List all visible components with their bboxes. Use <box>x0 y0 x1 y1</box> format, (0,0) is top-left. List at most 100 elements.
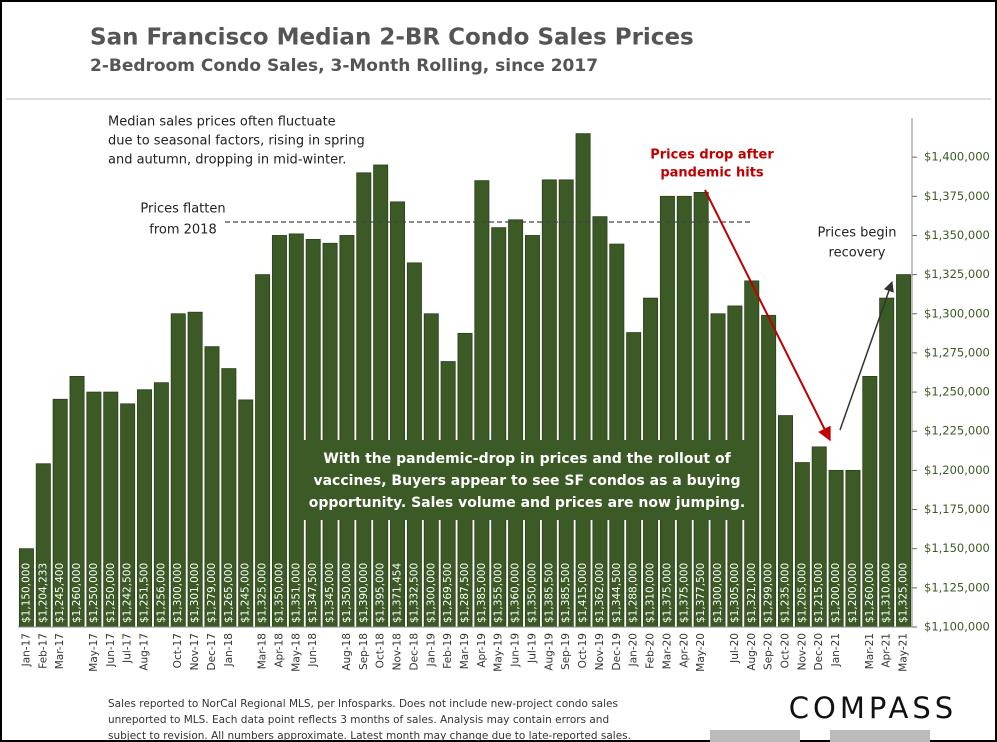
x-tick-label: Dec-18 <box>408 633 420 670</box>
value-label: $1,287,500 <box>459 563 471 623</box>
x-tick-label: Nov-19 <box>594 633 606 670</box>
value-label: $1,305,000 <box>729 563 741 623</box>
y-tick-label: $1,250,000 <box>924 385 990 399</box>
plot: $1,100,000 $1,125,000 $1,150,000 $1,175,000… <box>18 118 990 672</box>
divider <box>6 98 991 100</box>
y-tick-label: $1,225,000 <box>924 424 990 438</box>
value-label: $1,332,500 <box>408 563 420 623</box>
value-label: $1,245,400 <box>54 563 66 623</box>
value-label: $1,325,000 <box>257 563 269 623</box>
x-tick-label: May-17 <box>88 633 100 672</box>
y-tick-label: $1,150,000 <box>924 541 990 555</box>
x-tick-label: Sep-19 <box>560 633 572 670</box>
value-label: $1,347,500 <box>307 563 319 623</box>
value-label: $1,395,000 <box>375 563 387 623</box>
y-tick-label: $1,400,000 <box>924 150 990 164</box>
value-label: $1,375,000 <box>661 563 673 623</box>
x-tick-label: Jul-20 <box>729 633 741 664</box>
footer-bar <box>830 730 930 742</box>
x-tick-label: Aug-20 <box>746 633 758 671</box>
x-tick-label: Dec-19 <box>611 633 623 670</box>
x-tick-label: Jan-21 <box>830 633 842 667</box>
value-label: $1,300,000 <box>172 563 184 623</box>
x-tick-label: Jul-17 <box>122 633 134 664</box>
flatten-label: from 2018 <box>149 223 216 238</box>
note: and autumn, dropping in mid-winter. <box>108 153 346 168</box>
box-text: With the pandemic-drop in prices and the… <box>323 451 731 467</box>
box-text: vaccines, Buyers appear to see SF condos… <box>313 473 740 489</box>
value-label: $1,350,000 <box>273 563 285 623</box>
x-tick-label: Sep-20 <box>763 633 775 670</box>
note: due to seasonal factors, rising in sprin… <box>108 134 365 149</box>
value-label: $1,362,000 <box>594 563 606 623</box>
bar <box>356 172 372 628</box>
flatten-label: Prices flatten <box>140 202 225 217</box>
recovery-label: recovery <box>829 246 886 261</box>
chart-subtitle: 2-Bedroom Condo Sales, 3-Month Rolling, … <box>90 56 598 76</box>
value-label: $1,385,500 <box>543 563 555 623</box>
bar <box>541 179 557 628</box>
source: unreported to MLS. Each data point refle… <box>108 714 609 726</box>
value-label: $1,200,000 <box>847 563 859 623</box>
note: Median sales prices often fluctuate <box>108 115 336 130</box>
bar <box>693 191 709 628</box>
chart-title: San Francisco Median 2-BR Condo Sales Pr… <box>90 25 694 51</box>
drop-arrow <box>704 189 831 442</box>
x-tick-label: May-19 <box>493 633 505 672</box>
value-label: $1,350,000 <box>526 563 538 623</box>
x-tick-label: Oct-18 <box>375 633 387 668</box>
value-label: $1,344,500 <box>611 563 623 623</box>
value-label: $1,250,000 <box>88 563 100 623</box>
x-tick-label: Mar-18 <box>257 633 269 669</box>
recovery-arrow <box>839 281 894 431</box>
bar <box>659 195 675 628</box>
value-label: $1,310,000 <box>881 563 893 623</box>
drop-label: pandemic hits <box>660 166 764 181</box>
value-label: $1,375,000 <box>678 563 690 623</box>
value-label: $1,260,000 <box>71 563 83 623</box>
x-tick-label: Mar-21 <box>864 633 876 669</box>
x-tick-label: May-20 <box>695 633 707 672</box>
y-tick-label: $1,100,000 <box>924 620 990 634</box>
value-label: $1,350,000 <box>341 563 353 623</box>
value-label: $1,265,000 <box>223 563 235 623</box>
source: Sales reported to NorCal Regional MLS, p… <box>108 698 618 710</box>
x-tick-label: Oct-20 <box>779 633 791 668</box>
x-tick-label: Dec-17 <box>206 633 218 670</box>
x-tick-label: May-21 <box>898 633 910 672</box>
value-label: $1,250,000 <box>105 563 117 623</box>
value-label: $1,377,500 <box>695 563 707 623</box>
x-tick-label: Feb-19 <box>442 633 454 669</box>
x-tick-label: Mar-20 <box>661 633 673 669</box>
x-tick-label: Oct-17 <box>172 633 184 668</box>
x-tick-label: Jun-19 <box>510 633 522 668</box>
x-tick-label: Nov-18 <box>392 633 404 670</box>
value-label: $1,200,000 <box>830 563 842 623</box>
bar <box>575 133 591 628</box>
x-tick-label: Nov-20 <box>796 633 808 670</box>
value-label: $1,260,000 <box>864 563 876 623</box>
x-tick-label: Feb-17 <box>37 633 49 669</box>
value-label: $1,325,000 <box>898 563 910 623</box>
x-tick-label: May-18 <box>290 633 302 672</box>
source: subject to revision. All numbers approxi… <box>108 730 631 742</box>
x-tick-label: Aug-17 <box>139 633 151 671</box>
x-tick-label: Dec-20 <box>813 633 825 670</box>
y-tick-label: $1,200,000 <box>924 463 990 477</box>
x-tick-label: Apr-20 <box>678 633 690 668</box>
value-label: $1,345,000 <box>324 563 336 623</box>
value-label: $1,385,000 <box>476 563 488 623</box>
recovery-label: Prices begin <box>818 226 897 241</box>
footer-bar <box>710 730 800 742</box>
value-label: $1,251,500 <box>139 563 151 623</box>
value-label: $1,371,454 <box>392 563 404 623</box>
y-tick-label: $1,125,000 <box>924 580 990 594</box>
x-tick-label: Jan-19 <box>425 633 437 667</box>
value-label: $1,310,000 <box>645 563 657 623</box>
x-tick-label: Apr-18 <box>273 633 285 668</box>
logo: COMPASS <box>789 691 957 725</box>
value-label: $1,299,000 <box>763 563 775 623</box>
value-label: $1,321,000 <box>746 563 758 623</box>
bar <box>676 195 692 628</box>
